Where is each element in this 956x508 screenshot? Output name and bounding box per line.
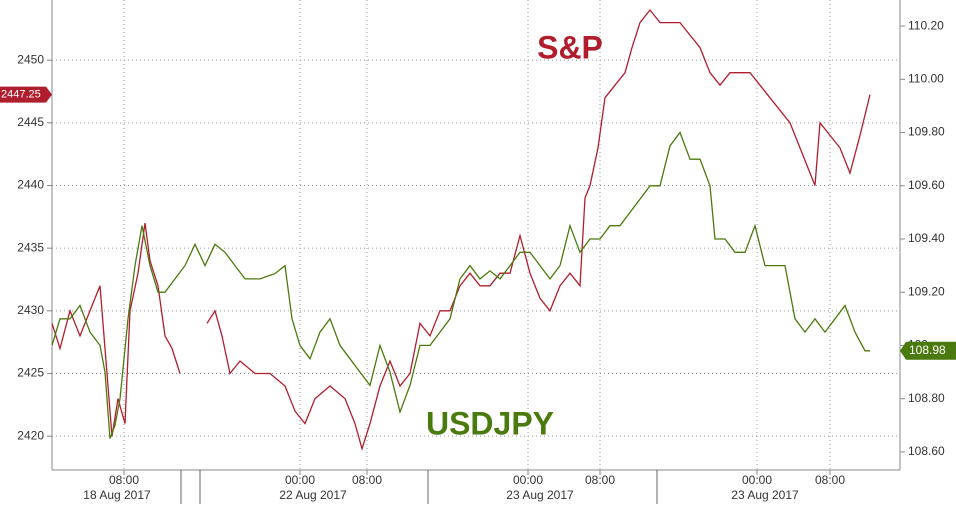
x-tick-label: 00:00 [285,473,315,487]
series-line [51,8,871,451]
date-label: 23 Aug 2017 [731,488,799,502]
y2-tick-label: 109.60 [908,178,945,192]
x-tick-label: 08:00 [585,473,615,487]
date-label: 22 Aug 2017 [279,488,347,502]
y2-tick-label: 109.20 [908,284,945,298]
y-tick-label: 2425 [17,366,44,380]
date-label: 18 Aug 2017 [83,488,151,502]
annotation: USDJPY [426,405,554,441]
x-tick-label: 08:00 [815,473,845,487]
x-tick-label: 00:00 [513,473,543,487]
y-tick-label: 2445 [17,115,44,129]
series-line [51,131,870,439]
date-label: 23 Aug 2017 [506,488,574,502]
last-value-box [900,341,956,360]
last-value-label: 108.98 [909,343,946,357]
y2-tick-label: 110.20 [908,18,944,32]
last-value-label: 2447.25 [1,89,41,101]
y2-tick-label: 109.40 [908,231,945,245]
y-tick-label: 2435 [17,240,44,254]
y-tick-label: 2440 [17,178,44,192]
last-value-box [0,86,52,103]
y2-tick-label: 109.80 [908,125,945,139]
x-tick-label: 00:00 [742,473,772,487]
x-tick-label: 08:00 [352,473,382,487]
annotation: S&P [537,29,603,65]
y-tick-label: 2420 [17,428,44,442]
y-tick-label: 2430 [17,303,44,317]
y2-tick-label: 108.80 [908,391,945,405]
y2-tick-label: 110.00 [908,71,944,85]
y-tick-label: 2450 [17,52,44,66]
x-tick-label: 08:00 [109,473,139,487]
y2-tick-label: 108.60 [908,444,945,458]
